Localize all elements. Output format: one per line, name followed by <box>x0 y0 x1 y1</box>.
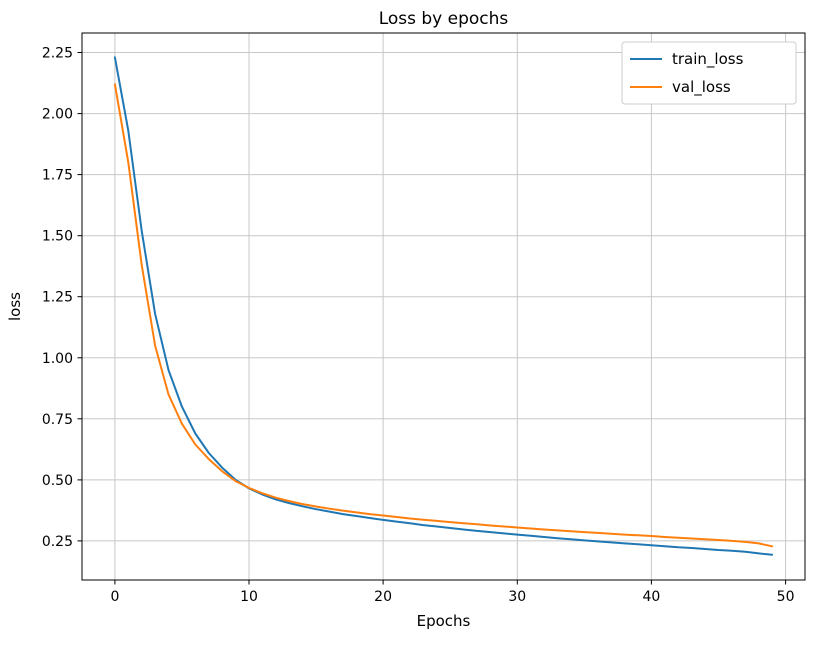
x-tick-label: 50 <box>777 589 795 605</box>
x-tick-label: 20 <box>374 589 392 605</box>
y-tick-label: 0.25 <box>42 534 73 550</box>
y-axis-label: loss <box>6 292 24 321</box>
series-layer <box>113 56 774 556</box>
x-tick-label: 40 <box>642 589 660 605</box>
y-tick-label: 1.25 <box>42 290 73 306</box>
y-tick-label: 1.50 <box>42 229 73 245</box>
tick-layer: 0 10 20 30 40 50 0.25 0.50 0.75 1.00 1.25 1.50 1.75 2… <box>42 46 795 606</box>
legend-label-val-loss: val_loss <box>672 78 731 97</box>
y-tick-label: 1.75 <box>42 168 73 184</box>
train-loss-line <box>113 56 774 556</box>
legend-entry-val-loss: val_loss <box>630 78 731 97</box>
legend: train_loss val_loss <box>621 41 797 105</box>
chart-title: Loss by epochs <box>379 9 509 29</box>
x-tick-label: 0 <box>110 589 119 605</box>
x-axis-label: Epochs <box>417 612 471 630</box>
y-tick-label: 0.75 <box>42 412 73 428</box>
legend-label-train-loss: train_loss <box>672 50 744 69</box>
grid-layer <box>82 33 805 580</box>
legend-box <box>621 41 797 105</box>
legend-entry-train-loss: train_loss <box>630 50 744 69</box>
y-tick-label: 2.00 <box>42 107 73 123</box>
val-loss-line <box>113 83 774 548</box>
y-tick-label: 1.00 <box>42 351 73 367</box>
x-tick-label: 30 <box>508 589 526 605</box>
x-tick-label: 10 <box>240 589 258 605</box>
y-tick-label: 2.25 <box>42 46 73 62</box>
y-tick-label: 0.50 <box>42 473 73 489</box>
plot-border <box>81 32 806 581</box>
